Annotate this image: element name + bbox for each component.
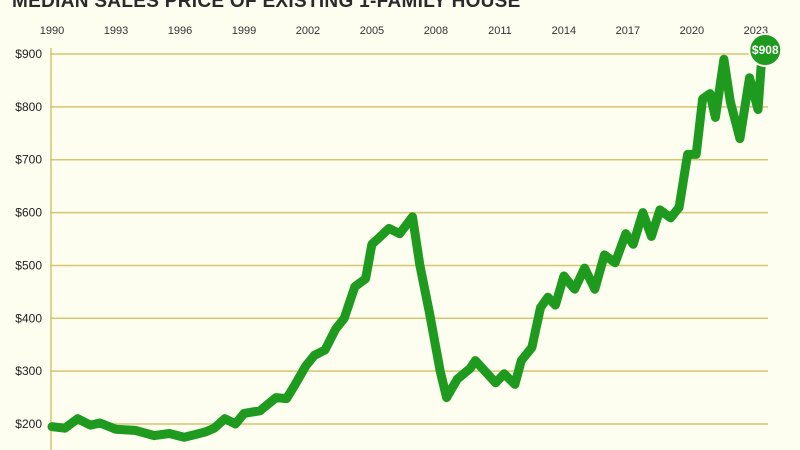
x-tick-label: 1990 [40, 25, 64, 37]
x-tick-label: 2005 [360, 25, 384, 37]
y-tick-label: $400 [15, 311, 42, 325]
y-tick-label: $900 [15, 47, 42, 61]
x-tick-label: 1999 [232, 25, 256, 37]
x-tick-label: 2017 [616, 25, 640, 37]
x-tick-label: 2002 [296, 25, 320, 37]
x-tick-label: 2008 [424, 25, 448, 37]
y-tick-label: $200 [15, 417, 42, 431]
x-tick-label: 2020 [680, 25, 704, 37]
y-tick-label: $800 [15, 100, 42, 114]
x-tick-label: 1993 [104, 25, 128, 37]
x-tick-label: 2011 [488, 25, 512, 37]
price-line [47, 45, 767, 442]
end-value-badge [748, 33, 783, 67]
x-tick-label: 1996 [168, 25, 192, 37]
chart-title: MEDIAN SALES PRICE OF EXISTING 1-FAMILY … [12, 0, 521, 12]
end-value-label: $908 [752, 43, 779, 57]
y-tick-label: $600 [15, 206, 42, 220]
y-tick-label: $300 [15, 364, 42, 378]
y-tick-label: $700 [15, 153, 42, 167]
x-tick-label: 2014 [552, 25, 576, 37]
y-tick-label: $500 [15, 258, 42, 272]
